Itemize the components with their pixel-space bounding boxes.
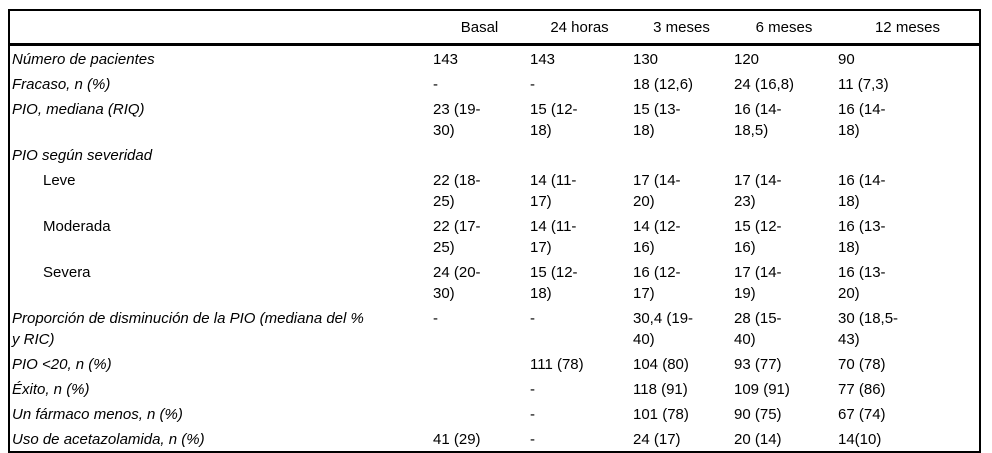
row-label: Uso de acetazolamida, n (%) [12, 431, 205, 448]
cell-value: 15 (12- 18) [530, 264, 578, 302]
cell-value: - [530, 310, 535, 327]
cell-value: 16 (14- 18) [838, 101, 886, 139]
cell-value: 24 (16,8) [734, 76, 795, 93]
cell-value: 14 (12- 16) [633, 218, 681, 256]
table-header: Basal 24 horas 3 meses 6 meses 12 meses [9, 10, 980, 46]
header-row: Basal 24 horas 3 meses 6 meses 12 meses [9, 10, 980, 46]
cell-value: 30 (18,5- 43) [838, 310, 899, 348]
cell-value: - [530, 381, 535, 398]
cell-value: - [530, 76, 535, 93]
cell-value [431, 142, 528, 167]
row-label: PIO <20, n (%) [12, 356, 112, 373]
cell-value: 24 (20- 30) [433, 264, 481, 302]
cell-value: 14 (11- 17) [530, 218, 577, 256]
table-row-severa: Severa 24 (20- 30) 15 (12- 18) 16 (12- 1… [9, 259, 980, 305]
cell-value: 15 (13- 18) [633, 101, 681, 139]
row-label: Un fármaco menos, n (%) [12, 406, 183, 423]
row-label: Fracaso, n (%) [12, 76, 111, 93]
cell-value: 118 (91) [633, 381, 688, 398]
column-header-3-meses: 3 meses [631, 10, 732, 46]
cell-value: - [530, 431, 535, 448]
row-label: Número de pacientes [12, 51, 155, 68]
cell-value [631, 142, 732, 167]
table-row-moderada: Moderada 22 (17- 25) 14 (11- 17) 14 (12-… [9, 213, 980, 259]
cell-value: - [433, 76, 438, 93]
cell-value [528, 142, 631, 167]
cell-value: 22 (18- 25) [433, 172, 481, 210]
cell-value: 90 [838, 51, 855, 68]
row-label: Leve [43, 172, 76, 189]
column-header-12-meses: 12 meses [836, 10, 980, 46]
cell-value: 143 [530, 51, 556, 68]
cell-value [431, 351, 528, 376]
row-label: Proporción de disminución de la PIO (med… [12, 310, 364, 348]
cell-value: 41 (29) [433, 431, 481, 448]
row-label: PIO, mediana (RIQ) [12, 101, 145, 118]
cell-value: 90 (75) [734, 406, 782, 423]
table-row-exito: Éxito, n (%) - 118 (91) 109 (91) 77 (86) [9, 376, 980, 401]
cell-value: 111 (78) [530, 356, 584, 373]
cell-value: 17 (14- 23) [734, 172, 782, 210]
cell-value: 22 (17- 25) [433, 218, 481, 256]
row-label: PIO según severidad [12, 147, 153, 164]
column-header-empty [9, 10, 431, 46]
cell-value: 67 (74) [838, 406, 886, 423]
table-body: Número de pacientes 143 143 130 120 90 F… [9, 45, 980, 453]
cell-value: 11 (7,3) [838, 76, 889, 93]
column-header-6-meses: 6 meses [732, 10, 836, 46]
cell-value: 14(10) [838, 431, 882, 448]
cell-value: 24 (17) [633, 431, 681, 448]
cell-value: 17 (14- 19) [734, 264, 782, 302]
results-table-container: Basal 24 horas 3 meses 6 meses 12 meses … [8, 9, 981, 453]
cell-value: 16 (14- 18,5) [734, 101, 782, 139]
cell-value: 30,4 (19- 40) [633, 310, 694, 348]
cell-value: 15 (12- 16) [734, 218, 782, 256]
column-header-basal: Basal [431, 10, 528, 46]
cell-value: 15 (12- 18) [530, 101, 578, 139]
cell-value: 104 (80) [633, 356, 689, 373]
table-row-numero-pacientes: Número de pacientes 143 143 130 120 90 [9, 45, 980, 72]
results-table: Basal 24 horas 3 meses 6 meses 12 meses … [8, 9, 981, 453]
cell-value [431, 401, 528, 426]
cell-value: 143 [433, 51, 459, 68]
row-label: Severa [43, 264, 91, 281]
cell-value: - [433, 310, 438, 327]
cell-value: - [530, 406, 535, 423]
cell-value: 130 [633, 51, 659, 68]
cell-value: 93 (77) [734, 356, 782, 373]
cell-value: 120 [734, 51, 760, 68]
table-row-pio-menor-20: PIO <20, n (%) 111 (78) 104 (80) 93 (77)… [9, 351, 980, 376]
row-label: Moderada [43, 218, 111, 235]
cell-value: 16 (12- 17) [633, 264, 681, 302]
cell-value: 17 (14- 20) [633, 172, 681, 210]
column-header-24-horas: 24 horas [528, 10, 631, 46]
table-row-pio-mediana: PIO, mediana (RIQ) 23 (19- 30) 15 (12- 1… [9, 96, 980, 142]
cell-value [836, 142, 980, 167]
cell-value: 101 (78) [633, 406, 689, 423]
table-row-leve: Leve 22 (18- 25) 14 (11- 17) 17 (14- 20)… [9, 167, 980, 213]
table-row-proporcion-disminucion: Proporción de disminución de la PIO (med… [9, 305, 980, 351]
row-label: Éxito, n (%) [12, 381, 90, 398]
cell-value: 18 (12,6) [633, 76, 694, 93]
table-row-un-farmaco-menos: Un fármaco menos, n (%) - 101 (78) 90 (7… [9, 401, 980, 426]
cell-value: 109 (91) [734, 381, 790, 398]
cell-value [732, 142, 836, 167]
table-row-fracaso: Fracaso, n (%) - - 18 (12,6) 24 (16,8) 1… [9, 71, 980, 96]
table-row-pio-segun-severidad: PIO según severidad [9, 142, 980, 167]
cell-value: 70 (78) [838, 356, 886, 373]
table-row-uso-acetazolamida: Uso de acetazolamida, n (%) 41 (29) - 24… [9, 426, 980, 452]
cell-value [431, 376, 528, 401]
cell-value: 28 (15- 40) [734, 310, 782, 348]
cell-value: 20 (14) [734, 431, 782, 448]
cell-value: 77 (86) [838, 381, 886, 398]
cell-value: 16 (13- 18) [838, 218, 886, 256]
cell-value: 16 (13- 20) [838, 264, 886, 302]
cell-value: 16 (14- 18) [838, 172, 886, 210]
cell-value: 14 (11- 17) [530, 172, 577, 210]
cell-value: 23 (19- 30) [433, 101, 481, 139]
